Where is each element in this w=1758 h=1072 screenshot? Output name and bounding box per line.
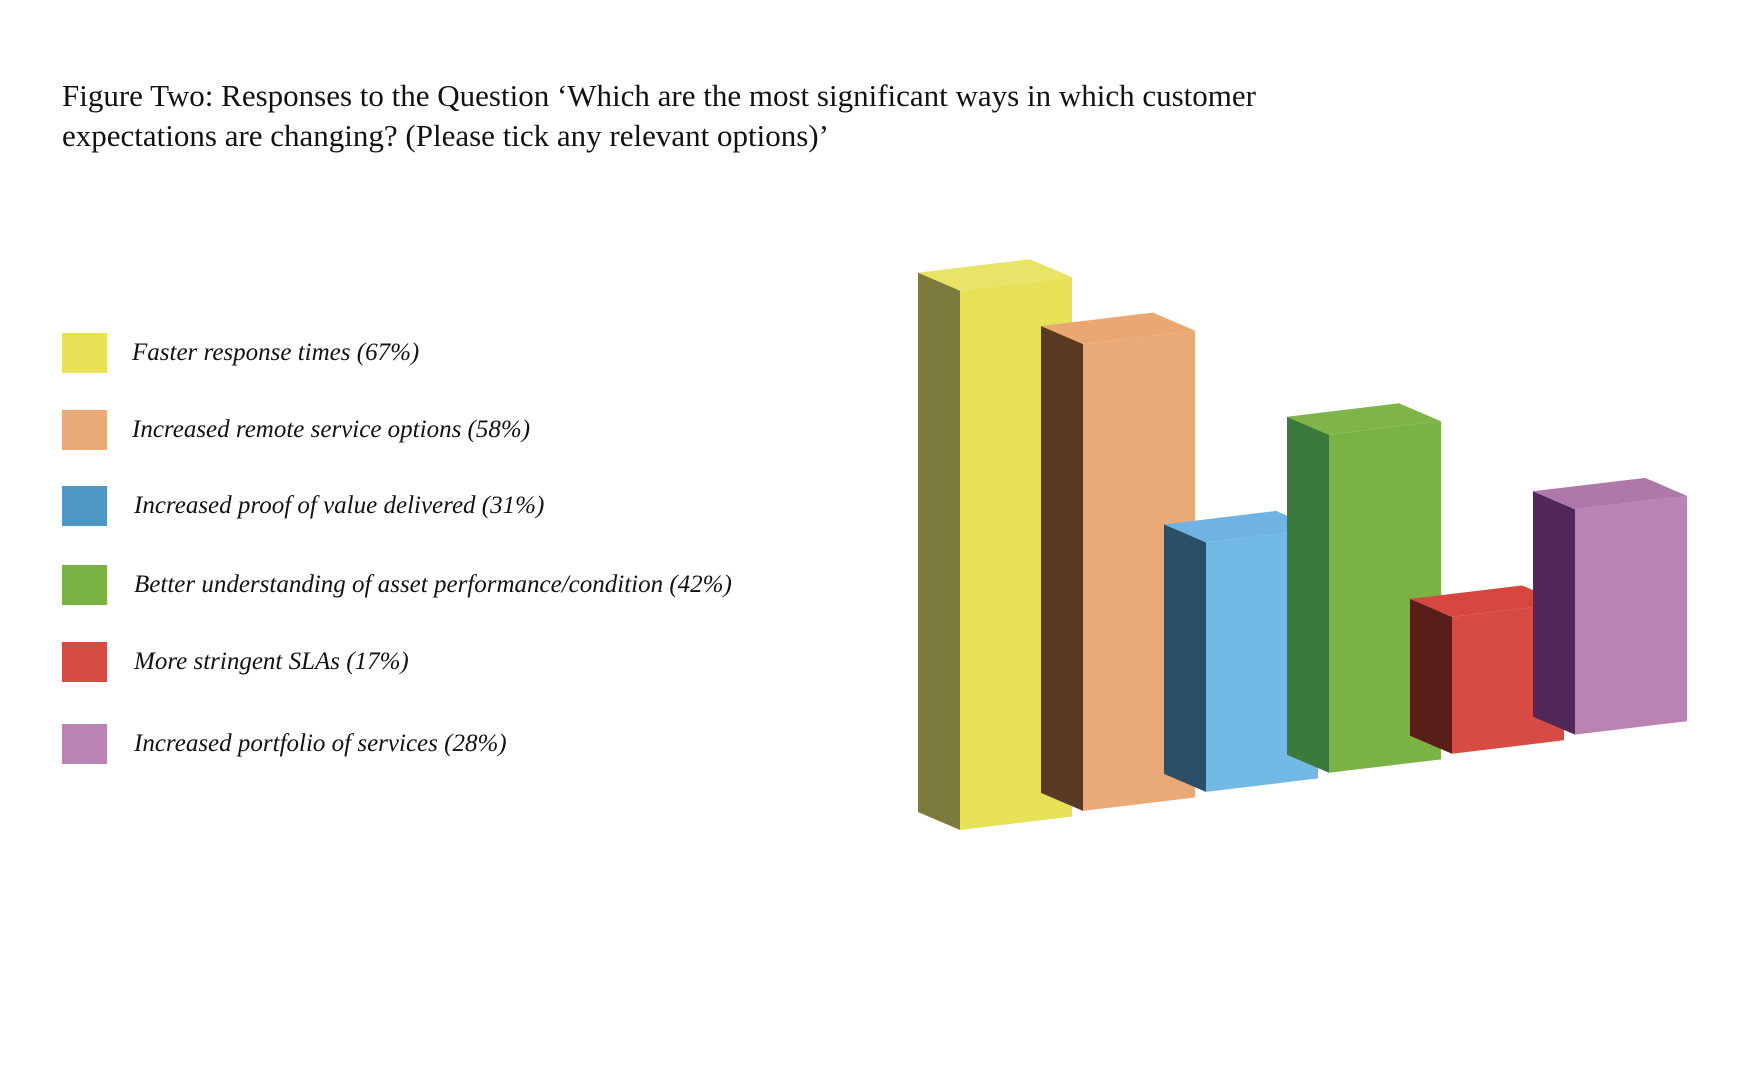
bar-top-4 <box>1410 585 1564 617</box>
legend-label: Faster response times (67%) <box>132 339 420 366</box>
bar-side-3 <box>1287 416 1329 773</box>
legend-label: Increased portfolio of services (28%) <box>134 730 507 757</box>
bar-side-5 <box>1533 491 1575 735</box>
legend-swatch-green <box>62 565 107 605</box>
legend-item-stringent-slas: More stringent SLAs (17%) <box>62 642 409 682</box>
legend-swatch-purple <box>62 724 107 764</box>
bar-side-2 <box>1164 524 1206 792</box>
legend-item-proof-of-value: Increased proof of value delivered (31%) <box>62 486 544 526</box>
legend-swatch-orange <box>62 410 107 450</box>
bar-top-3 <box>1287 403 1441 435</box>
legend-item-remote-service: Increased remote service options (58%) <box>62 410 530 450</box>
bar-side-4 <box>1410 598 1452 754</box>
legend-swatch-yellow <box>62 333 107 373</box>
legend-label: Increased remote service options (58%) <box>132 416 531 443</box>
legend-item-portfolio: Increased portfolio of services (28%) <box>62 724 507 764</box>
legend-swatch-red <box>62 642 107 682</box>
legend-label: Better understanding of asset performanc… <box>134 571 732 598</box>
bar-top-0 <box>918 259 1072 291</box>
chart-title: Figure Two: Responses to the Question ‘W… <box>62 78 1256 153</box>
legend-label: Increased proof of value delivered (31%) <box>134 492 545 519</box>
legend-item-asset-performance: Better understanding of asset performanc… <box>62 565 732 605</box>
legend-item-faster-response: Faster response times (67%) <box>62 333 419 373</box>
bar-side-0 <box>918 272 960 830</box>
bar-top-1 <box>1041 312 1195 345</box>
bar-chart-3d <box>918 259 1687 831</box>
bar-side-1 <box>1041 326 1083 811</box>
bar-top-2 <box>1164 510 1318 543</box>
legend-swatch-blue <box>62 486 107 526</box>
bar-front-5 <box>1575 495 1687 735</box>
bar-top-5 <box>1533 477 1687 510</box>
legend-label: More stringent SLAs (17%) <box>134 648 409 675</box>
